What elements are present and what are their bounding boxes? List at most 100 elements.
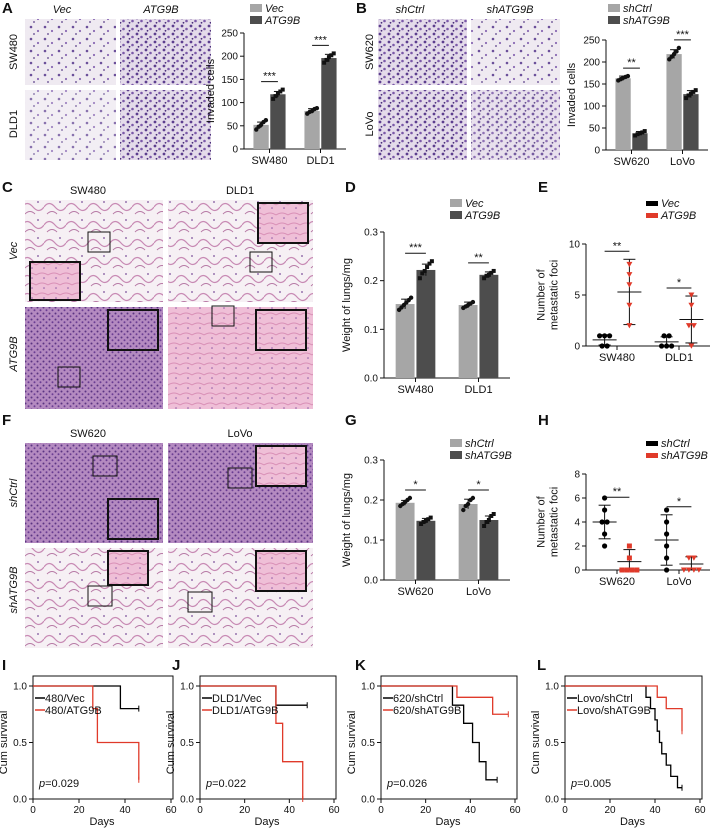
significance-label: ** (613, 240, 622, 252)
bar (479, 274, 499, 378)
data-point (626, 272, 633, 278)
data-point (626, 543, 632, 549)
data-point (626, 261, 633, 268)
p-value-number: =0.026 (393, 778, 427, 790)
row-label-sw620: SW620 (364, 34, 376, 70)
data-point (423, 518, 428, 523)
legend-label: shATG9B (661, 450, 708, 462)
data-point (684, 96, 689, 101)
x-tick-label: 0 (197, 805, 203, 816)
y-tick-label: 0 (574, 342, 580, 353)
data-point (486, 272, 491, 277)
bar (666, 54, 682, 150)
y-axis-label: Cum survival (165, 711, 177, 775)
col-label-atg9b: ATG9B (142, 4, 178, 16)
x-tick-label: DLD1 (464, 384, 492, 396)
bar (458, 504, 478, 580)
legend-label: 620/shATG9B (393, 705, 461, 717)
p-value-symbol: p (386, 778, 393, 790)
y-tick-label: 4 (574, 518, 580, 529)
zoom-box (187, 591, 213, 613)
legend-label: 480/ATG9B (45, 705, 102, 717)
data-point (642, 129, 647, 134)
y-axis-label: Weight of lungs/mg (341, 258, 353, 352)
y-axis-label: Cum survival (530, 711, 542, 775)
micrograph-lovo-shatg9b (471, 90, 560, 160)
inset-zoom (257, 202, 309, 244)
data-point (422, 268, 427, 273)
data-point (629, 567, 635, 573)
micrograph-sw620-shctrl (378, 19, 467, 85)
bar (395, 304, 415, 378)
survival-curve (565, 685, 682, 789)
y-tick-label: 0.0 (364, 576, 378, 587)
data-point (625, 73, 631, 79)
legend-swatch (450, 199, 462, 207)
legend-swatch (450, 211, 462, 219)
survival-curve (381, 685, 509, 715)
bar (321, 58, 337, 149)
x-tick-label: LoVo (666, 576, 691, 588)
panel-label-G: G (345, 412, 357, 429)
x-axis-label: Days (620, 816, 646, 828)
row-label-atg9b: ATG9B (8, 336, 20, 372)
col-label-dld1: DLD1 (226, 185, 254, 197)
y-axis-label: Number ofmetastatic foci (536, 260, 561, 330)
significance-label: *** (314, 34, 328, 46)
y-tick-label: 150 (221, 75, 238, 86)
x-tick-label: 0 (30, 805, 36, 816)
micrograph-sw620-shatg9b (471, 19, 560, 85)
i-chart: 0.0 0.5 1.0 Cum survival 0 20 40 60 Days 480/Vec4… (0, 675, 177, 828)
inset-zoom (255, 309, 307, 351)
data-point (597, 333, 603, 339)
zoom-box (249, 251, 273, 273)
significance-label: * (413, 479, 418, 491)
data-point (602, 333, 608, 339)
data-point (419, 522, 424, 526)
data-point (489, 270, 494, 275)
data-point (407, 495, 413, 501)
data-point (331, 51, 336, 56)
x-tick-label: SW480 (251, 155, 287, 167)
legend-label: Lovo/shATG9B (577, 705, 651, 717)
data-point (271, 96, 276, 101)
data-point (637, 131, 642, 136)
significance-label: *** (263, 71, 277, 83)
survival-curve (381, 685, 498, 781)
x-tick-label: SW620 (397, 586, 433, 598)
data-point (690, 567, 697, 573)
y-tick-label: 0 (232, 145, 238, 156)
data-point (602, 495, 608, 501)
data-point (599, 343, 605, 349)
data-point (690, 555, 697, 561)
x-tick-label: LoVo (670, 156, 695, 168)
data-point (427, 261, 432, 266)
row-label-lovo: LoVo (364, 111, 376, 136)
data-point (602, 507, 608, 513)
p-value-number: =0.022 (212, 778, 246, 790)
p-value: p=0.005 (570, 778, 611, 790)
x-tick-label: 60 (509, 805, 521, 816)
row-label-dld1: DLD1 (8, 110, 20, 138)
data-point (688, 292, 695, 298)
panel-label-K: K (355, 657, 366, 674)
panel-F-images: SW620 LoVo shCtrl shATG9B (8, 428, 313, 648)
k-chart: 0.0 0.5 1.0 Cum survival 0 20 40 60 Days 620/shCt… (346, 675, 521, 828)
legend-label: Lovo/shCtrl (577, 693, 633, 705)
data-point (685, 555, 692, 561)
legend-label: Vec (265, 3, 284, 15)
significance-label: ** (474, 252, 483, 264)
data-point (624, 567, 630, 573)
data-point (607, 333, 613, 339)
micrograph-sw480-vec (25, 19, 116, 85)
inset-zoom (255, 550, 307, 592)
data-point (664, 507, 670, 513)
micrograph-dld1-atg9b (120, 90, 211, 160)
panel-B-images: shCtrl shATG9B SW620 LoVo (364, 4, 560, 160)
legend-label: Vec (661, 198, 680, 210)
x-tick-label: 60 (165, 805, 177, 816)
y-axis-label: Invaded cells (205, 58, 217, 123)
x-tick-label: DLD1 (665, 352, 693, 364)
col-label-vec: Vec (53, 4, 72, 16)
